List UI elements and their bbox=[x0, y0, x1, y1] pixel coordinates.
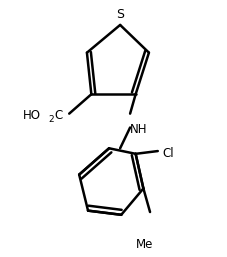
Text: Me: Me bbox=[136, 238, 153, 251]
Text: HO: HO bbox=[23, 108, 41, 122]
Text: 2: 2 bbox=[48, 115, 54, 124]
Text: S: S bbox=[116, 8, 124, 21]
Text: NH: NH bbox=[130, 123, 148, 136]
Text: Cl: Cl bbox=[162, 147, 174, 160]
Text: C: C bbox=[55, 108, 63, 122]
